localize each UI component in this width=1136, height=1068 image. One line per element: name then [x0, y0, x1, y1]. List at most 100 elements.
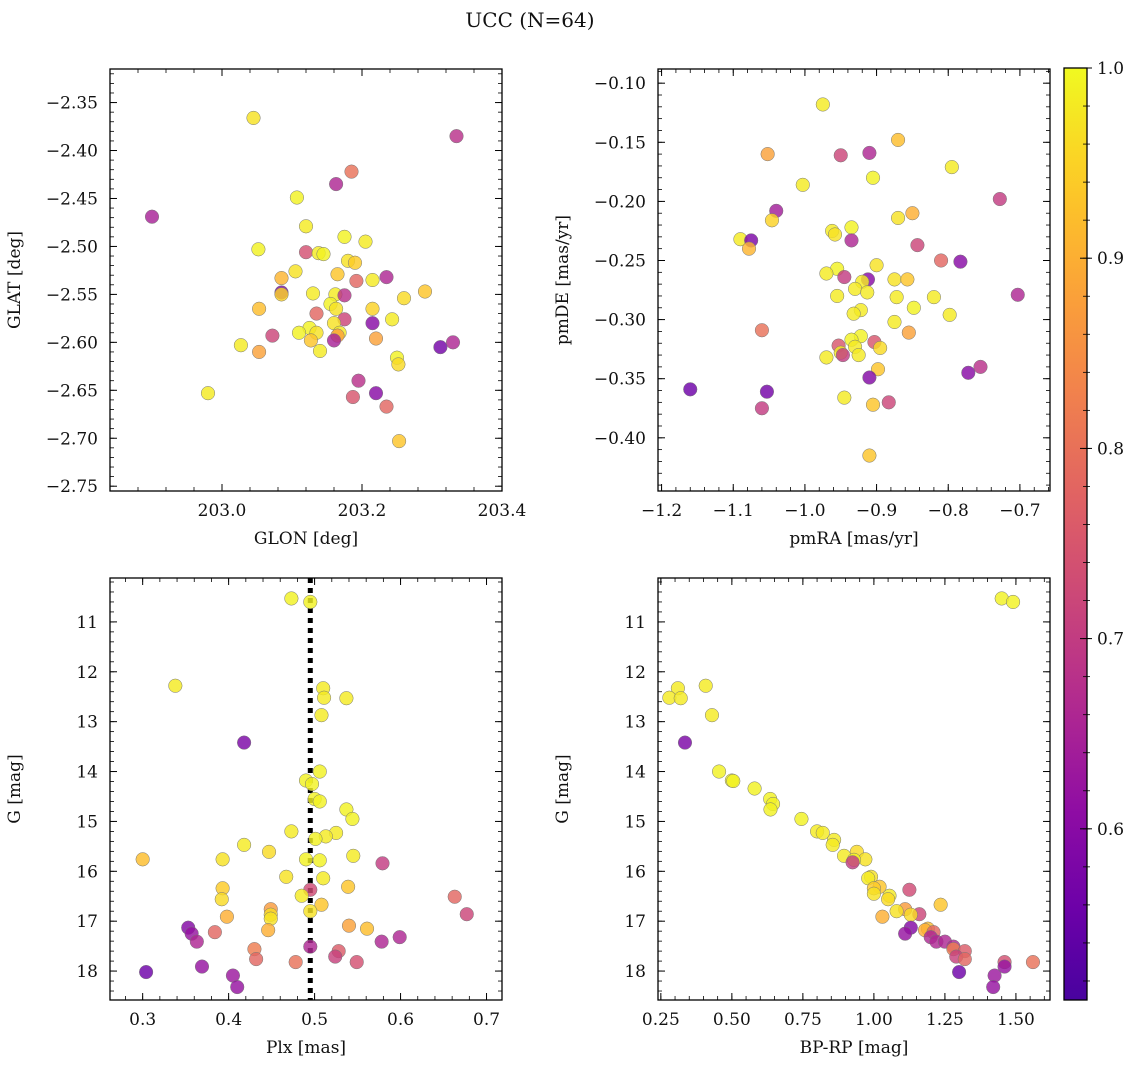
data-point [303, 939, 318, 954]
y-axis-label: pmDE [mas/yr] [553, 215, 573, 345]
axes-frame [657, 577, 1051, 1001]
y-tick-label: −0.35 [594, 370, 646, 390]
data-point [865, 397, 881, 412]
data-point [869, 258, 884, 273]
panel-1: 203.0 203.2 203.4 −2.35 −2.40 −2.45 −2.50 −2.55… [5, 68, 526, 549]
y-tick-label: 14 [76, 763, 98, 783]
y-tick-label: −0.10 [594, 74, 646, 94]
data-point [368, 331, 384, 346]
data-point [900, 272, 915, 287]
data-point [754, 401, 769, 416]
x-tick-label: 203.0 [198, 501, 247, 521]
data-point [760, 147, 775, 162]
data-point [144, 209, 160, 224]
data-point [261, 844, 277, 859]
data-point [314, 708, 329, 723]
data-point [274, 287, 289, 302]
x-tick-label: 1.25 [926, 1010, 964, 1030]
data-point [337, 288, 352, 303]
data-point [392, 434, 407, 449]
data-point [889, 904, 904, 919]
x-axis-label: pmRA [mas/yr] [789, 529, 918, 549]
data-point [312, 794, 327, 809]
data-point [288, 955, 303, 970]
data-point [881, 892, 896, 907]
x-axis-label: Plx [mas] [266, 1038, 346, 1058]
x-axis-label: BP-RP [mag] [800, 1038, 909, 1058]
y-tick-label: 15 [76, 812, 98, 832]
y-tick-label: −0.15 [594, 133, 646, 153]
data-point [349, 273, 364, 289]
x-tick-label: 1.50 [997, 1010, 1035, 1030]
points-group [144, 110, 464, 449]
data-point [933, 897, 948, 912]
colorbar-bar [1063, 67, 1088, 1001]
data-point [304, 776, 320, 792]
data-point [433, 340, 448, 355]
data-point [764, 213, 779, 228]
data-point [986, 979, 1001, 995]
data-point [341, 879, 356, 894]
data-point [316, 247, 331, 262]
data-point [279, 869, 294, 884]
y-tick-label: −2.75 [46, 477, 98, 497]
panel-2: −1.2 −1.1 −1.0 −0.9 −0.8 −0.7 −0.10 −0.15 −0.20 −… [553, 68, 1051, 549]
y-tick-label: 16 [76, 862, 98, 882]
data-point [881, 395, 896, 410]
x-tick-label: 1.00 [855, 1010, 893, 1030]
data-point [396, 291, 412, 306]
data-point [846, 306, 861, 321]
data-point [168, 678, 183, 693]
data-point [819, 266, 834, 281]
data-point [385, 312, 400, 327]
data-point [905, 206, 920, 221]
data-point [997, 959, 1012, 974]
x-tick-label: 203.2 [338, 501, 387, 521]
data-point [865, 170, 881, 185]
data-point [934, 253, 949, 268]
data-point [312, 343, 328, 359]
data-point [445, 335, 461, 350]
data-point [942, 307, 957, 322]
data-point [379, 399, 394, 414]
data-point [249, 952, 264, 967]
y-tick-label: 17 [76, 912, 98, 932]
data-point [365, 301, 380, 316]
data-point [794, 811, 809, 826]
y-tick-label: −0.25 [594, 251, 646, 271]
data-point [1006, 594, 1021, 609]
y-tick-label: 14 [624, 763, 646, 783]
data-point [308, 831, 323, 846]
y-tick-label: −2.40 [46, 142, 98, 162]
data-point [837, 269, 852, 285]
data-point [683, 382, 698, 397]
data-point [309, 306, 324, 321]
y-tick-label: 12 [624, 663, 646, 683]
y-tick-label: −0.30 [594, 311, 646, 331]
data-point [214, 892, 229, 907]
points-group [662, 591, 1041, 995]
data-point [830, 288, 845, 304]
x-tick-label: 0.5 [301, 1010, 328, 1030]
x-tick-label: −1.2 [641, 501, 682, 521]
y-tick-label: 16 [624, 862, 646, 882]
y-tick-label: −2.50 [46, 237, 98, 257]
data-point [952, 965, 967, 980]
data-point [233, 338, 248, 353]
data-point [341, 918, 357, 933]
data-point [230, 979, 245, 995]
y-tick-label: 11 [76, 613, 98, 633]
x-tick-label: 0.3 [129, 1010, 156, 1030]
data-point [862, 448, 877, 463]
data-point [754, 323, 769, 338]
axes-frame [109, 577, 503, 1001]
data-point [139, 965, 154, 980]
y-tick-label: −2.70 [46, 429, 98, 449]
data-point [449, 129, 464, 144]
data-point [298, 245, 314, 260]
data-point [815, 825, 830, 840]
data-point [251, 242, 266, 257]
data-point [291, 325, 307, 340]
x-axis-label: GLON [deg] [254, 529, 358, 549]
axes-frame [109, 68, 503, 492]
